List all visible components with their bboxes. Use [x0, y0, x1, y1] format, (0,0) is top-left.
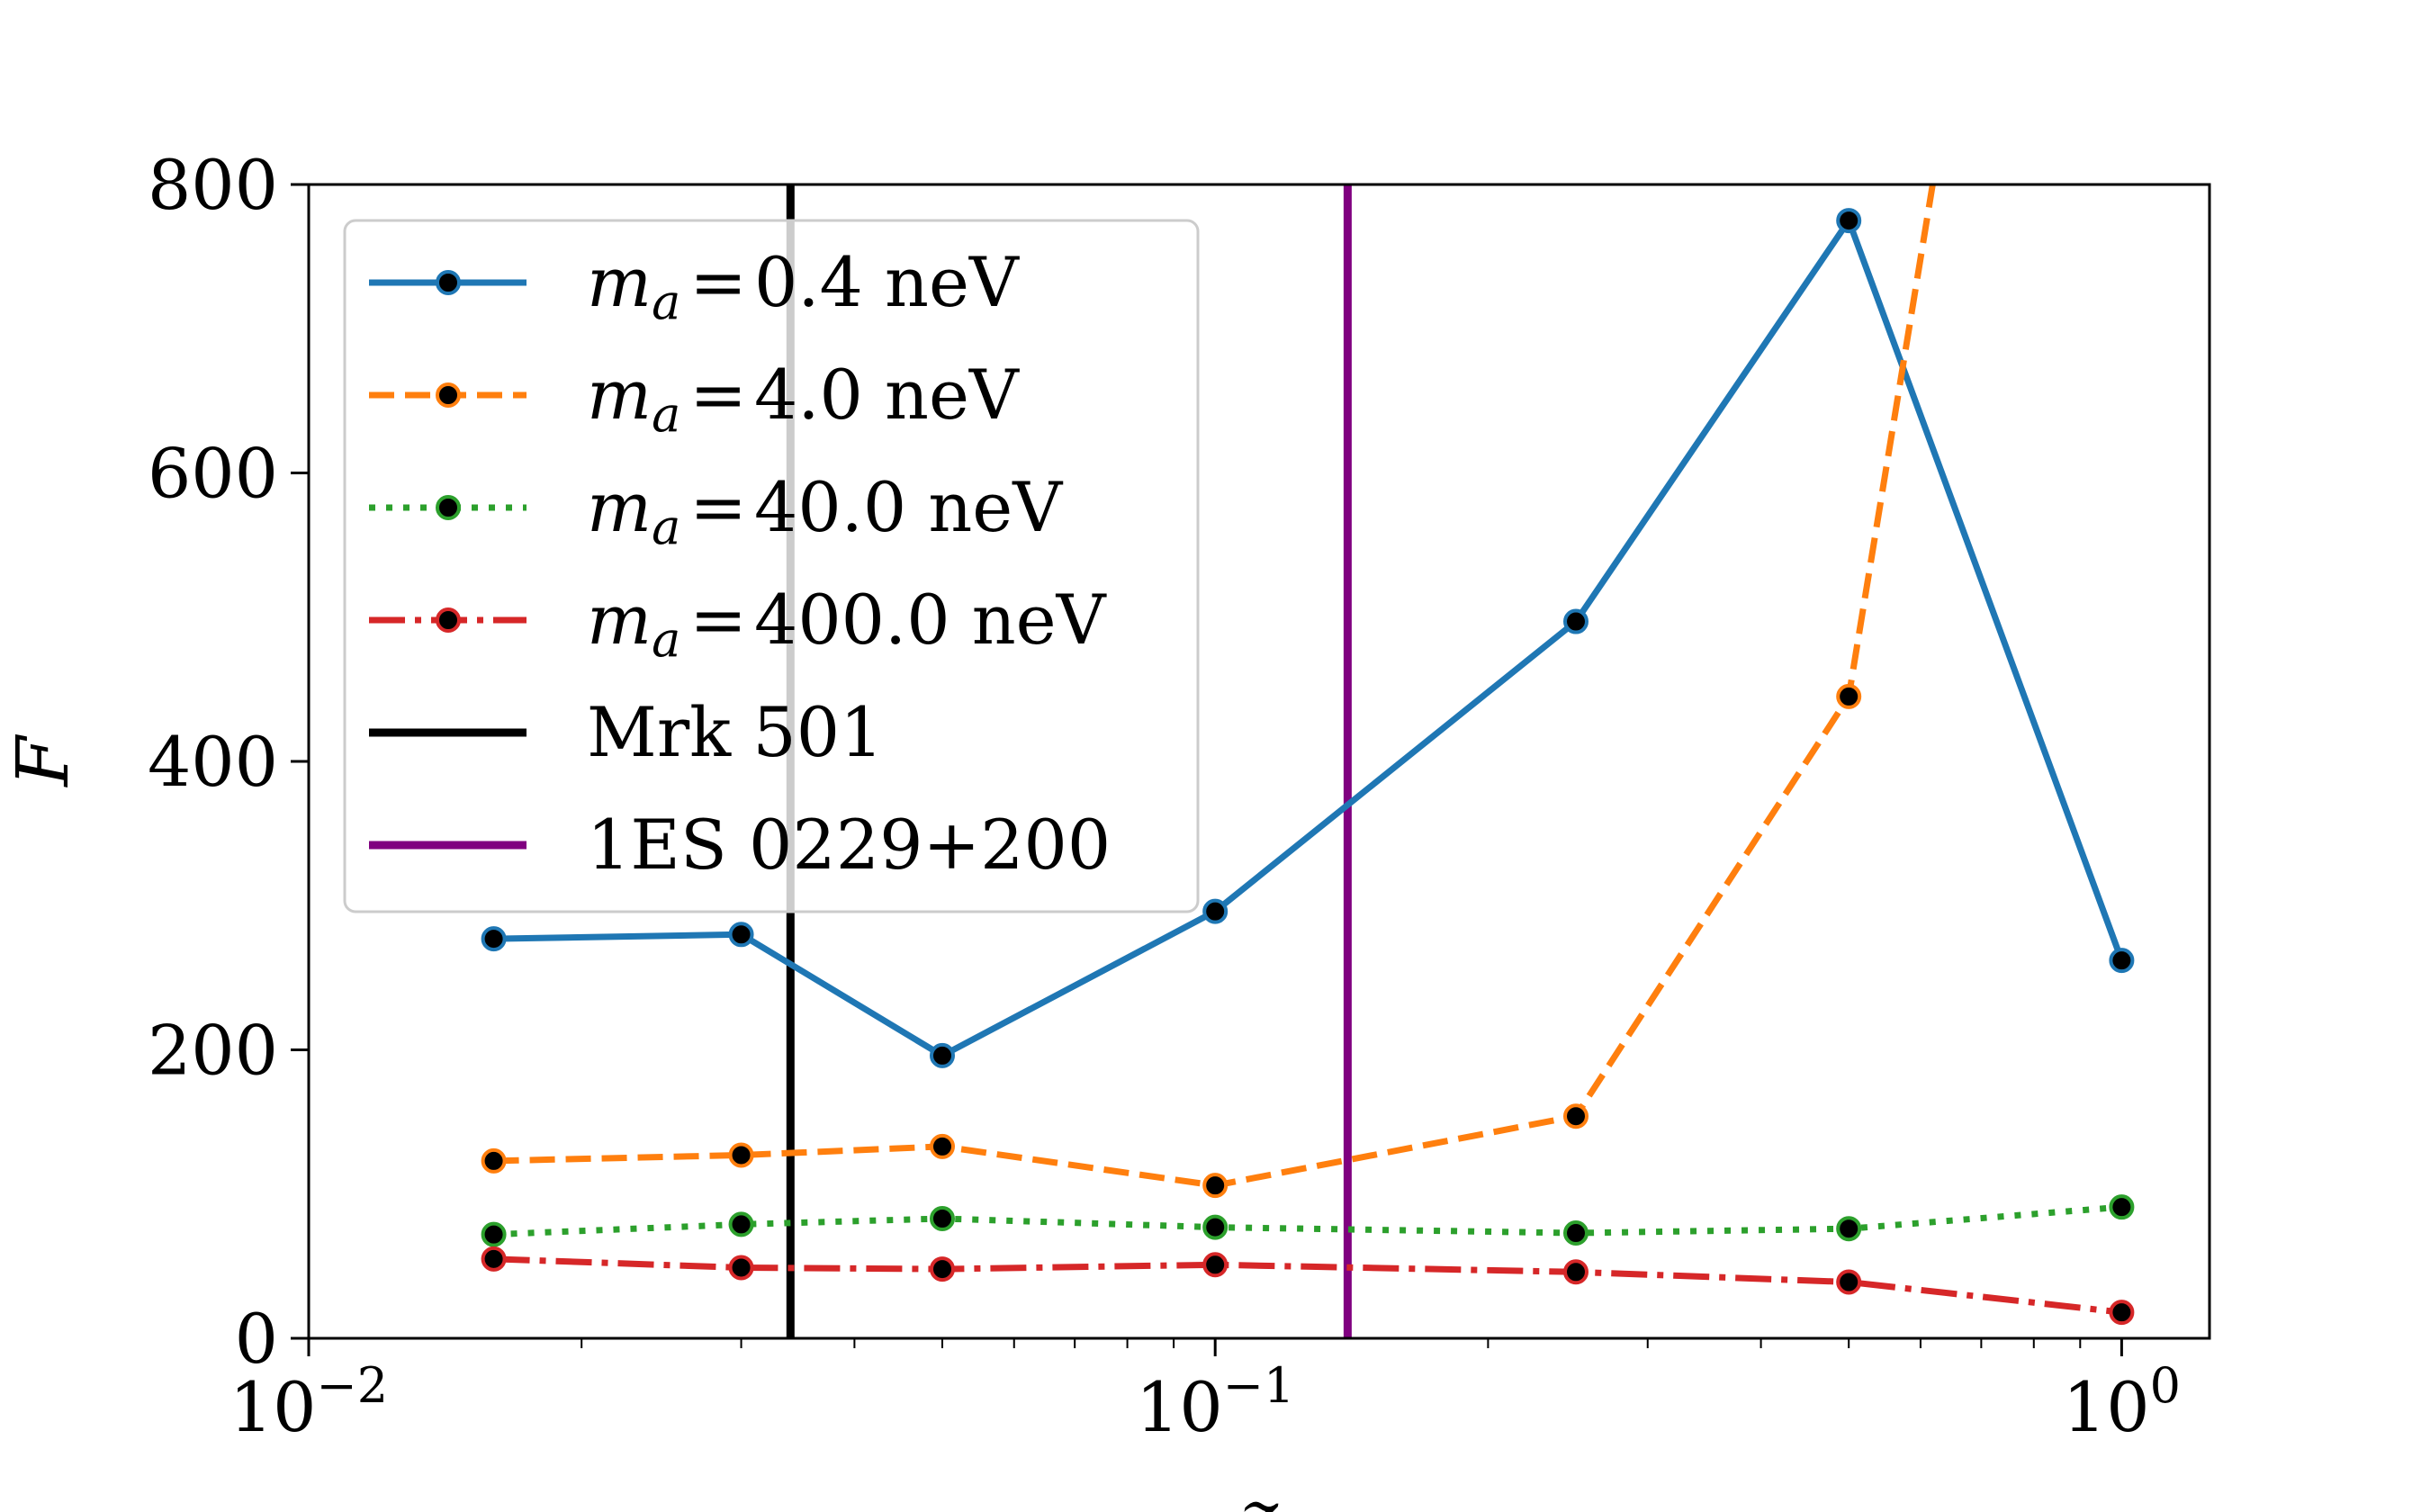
series-1-point	[728, 922, 754, 948]
legend-marker-3	[436, 495, 461, 520]
series-2-point	[1563, 1103, 1588, 1130]
series-1-point	[1202, 898, 1228, 924]
legend-vline-label-2: 1ES 0229+200	[587, 805, 1111, 885]
legend-label-2: ma = 4.0 neV	[587, 355, 1020, 443]
series-3-point	[1836, 1216, 1862, 1242]
series-2-point	[1836, 683, 1862, 709]
series-3-point	[728, 1211, 754, 1238]
series-3-point	[481, 1221, 507, 1247]
series-1-point	[1836, 208, 1862, 234]
x-tick-label: 10−2	[230, 1357, 388, 1447]
series-1-point	[1563, 608, 1588, 634]
y-tick-label: 0	[235, 1299, 278, 1379]
legend-marker-4	[436, 608, 461, 633]
series-4-point	[481, 1246, 507, 1272]
series-4-point	[2109, 1300, 2135, 1326]
legend: ma = 0.4 neV ma = 4.0 neV ma = 40.0 neV ma = 400.0 …	[343, 219, 1200, 914]
y-tick-label: 800	[148, 145, 278, 225]
y-axis-label: F	[1, 734, 85, 788]
series-3-point	[1202, 1214, 1228, 1240]
x-tick-label: 10−1	[1136, 1357, 1294, 1447]
legend-label-1: ma = 0.4 neV	[587, 242, 1020, 330]
series-1-point	[2109, 948, 2135, 974]
series-1-point	[930, 1042, 955, 1068]
series-2-point	[481, 1148, 507, 1174]
series-4-point	[1563, 1259, 1588, 1285]
series-3-point	[1563, 1220, 1588, 1246]
series-3-point	[930, 1205, 955, 1231]
legend-marker-1	[436, 270, 461, 295]
legend-box	[343, 219, 1200, 914]
series-2-point	[728, 1142, 754, 1168]
series-1-point	[481, 926, 507, 952]
series-2-point	[1202, 1173, 1228, 1199]
y-tick-label: 600	[148, 434, 278, 514]
series-4-point	[1836, 1269, 1862, 1295]
series-layer	[481, 184, 2135, 1338]
ticks-layer: 0 200 400 600 800 10−2 10−1 100	[148, 145, 2181, 1447]
y-tick-label: 400	[148, 722, 278, 802]
legend-vline-label-1: Mrk 501	[587, 692, 883, 772]
series-4-point	[1202, 1252, 1228, 1278]
series-4-point	[930, 1256, 955, 1282]
series-4-point	[728, 1255, 754, 1281]
y-tick-label: 200	[148, 1011, 278, 1091]
legend-marker-2	[436, 382, 461, 408]
x-tick-label: 100	[2063, 1357, 2181, 1447]
series-3-point	[2109, 1194, 2135, 1220]
legend-label-4: ma = 400.0 neV	[587, 580, 1107, 668]
series-2-point	[930, 1133, 955, 1159]
legend-label-3: ma = 40.0 neV	[587, 467, 1063, 555]
x-axis-label: z	[1239, 1474, 1279, 1512]
